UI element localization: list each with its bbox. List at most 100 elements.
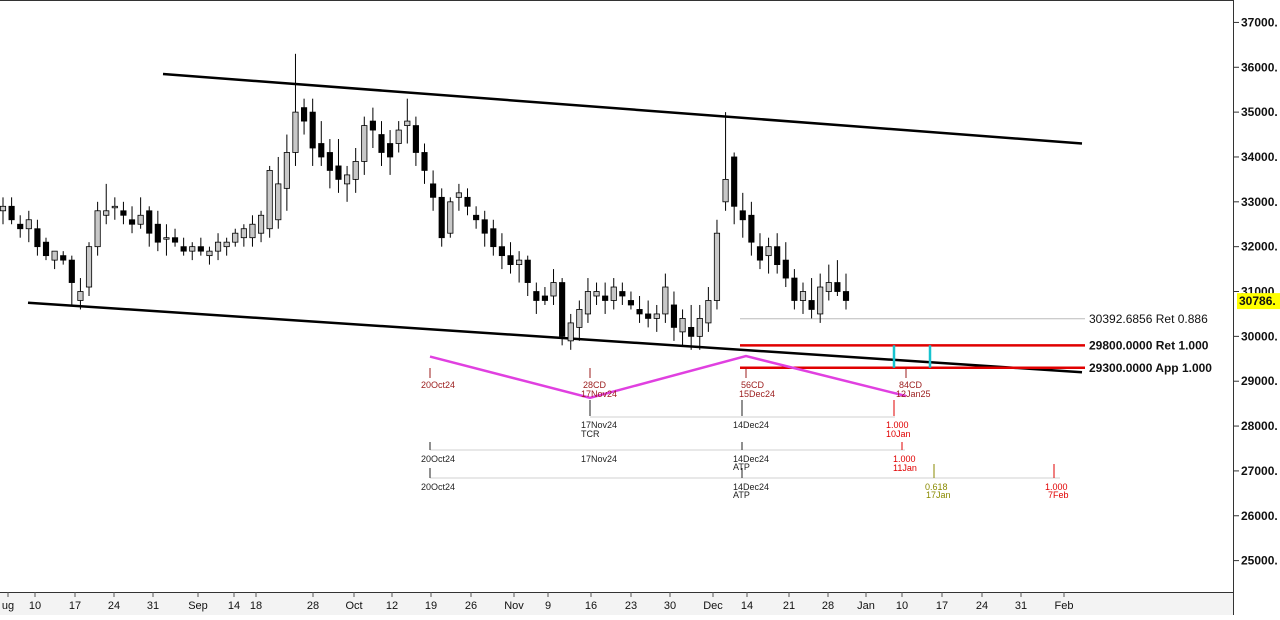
candle-body xyxy=(842,291,850,301)
candle xyxy=(137,197,144,229)
candle-body xyxy=(481,219,488,234)
candle-body xyxy=(817,286,824,315)
y-tick-label: 28000. xyxy=(1241,419,1278,433)
candle-body xyxy=(739,210,746,221)
x-tick-label: 24 xyxy=(976,600,988,612)
candle xyxy=(232,228,239,247)
candle-body xyxy=(232,232,239,243)
candle-body xyxy=(567,322,574,342)
candle xyxy=(154,210,161,252)
candle xyxy=(335,139,342,193)
candle-body xyxy=(430,183,437,198)
candle-body xyxy=(713,232,721,301)
candle xyxy=(713,219,721,310)
candle xyxy=(473,206,480,229)
cycle-annotation: 20Oct24 xyxy=(421,482,455,492)
cycle-annotation: 17Jan xyxy=(926,490,951,500)
candle xyxy=(636,296,643,323)
candle xyxy=(817,273,824,323)
candle xyxy=(128,206,136,234)
candle-body xyxy=(490,228,497,248)
candle xyxy=(438,188,445,247)
x-tick-label: 26 xyxy=(465,600,477,612)
candle xyxy=(774,233,781,274)
candle-body xyxy=(0,205,7,212)
candle xyxy=(541,287,548,305)
candle-body xyxy=(559,282,566,337)
candle-body xyxy=(524,259,531,283)
last-price-badge xyxy=(1237,293,1280,310)
cycle-annotation: 11Jan xyxy=(893,463,917,473)
candle xyxy=(653,304,660,332)
candle xyxy=(731,152,738,225)
y-tick-label: 32000. xyxy=(1241,240,1278,254)
x-tick-label: 23 xyxy=(625,600,637,612)
candle-body xyxy=(266,170,273,230)
y-tick-label: 37000. xyxy=(1241,15,1278,29)
cycle-annotation: 14Dec24 xyxy=(733,420,769,430)
candle xyxy=(326,139,333,189)
candle-body xyxy=(275,183,282,221)
x-tick-label: 14 xyxy=(741,600,753,612)
candle xyxy=(266,165,273,238)
candle xyxy=(412,116,419,166)
candle xyxy=(739,192,746,238)
x-tick-label: Sep xyxy=(188,600,208,612)
candle-body xyxy=(180,246,187,252)
candle xyxy=(214,233,222,261)
candle xyxy=(627,291,635,310)
cycle-annotation: 14Dec24 xyxy=(733,482,769,492)
x-tick-label: 30 xyxy=(664,600,676,612)
candle-body xyxy=(60,255,67,261)
candle-body xyxy=(120,210,127,216)
x-tick-label: 19 xyxy=(425,600,437,612)
candle-body xyxy=(146,210,153,234)
candle-body xyxy=(645,313,652,319)
candle xyxy=(51,250,58,270)
candle-body xyxy=(533,291,540,301)
candle-body xyxy=(154,223,161,243)
candle xyxy=(103,183,110,225)
candle-body xyxy=(257,214,265,234)
candle xyxy=(584,278,592,323)
candle-body xyxy=(653,313,660,319)
candle xyxy=(68,255,75,305)
trendline-lower-channel xyxy=(27,301,1083,374)
candle-body xyxy=(516,259,523,266)
candle xyxy=(301,98,308,135)
candle xyxy=(447,197,454,238)
candle-body xyxy=(756,246,764,261)
level-label: 30392.6856 Ret 0.886 xyxy=(1089,312,1208,326)
y-tick-label: 36000. xyxy=(1241,60,1278,74)
candle-body xyxy=(679,318,686,333)
candle xyxy=(378,121,385,166)
cycle-annotation: 0.618 xyxy=(925,482,948,492)
candle xyxy=(619,282,626,305)
candle xyxy=(34,219,41,256)
candle xyxy=(610,278,617,310)
candle xyxy=(395,121,402,153)
candle-body xyxy=(447,201,454,234)
candle-body xyxy=(834,282,841,292)
candle-body xyxy=(455,192,462,198)
candle-body xyxy=(171,237,179,243)
cycle-annotation: 56CD xyxy=(741,380,765,390)
candle xyxy=(197,237,204,256)
candle-body xyxy=(576,309,583,328)
x-tick-label: 17 xyxy=(936,600,948,612)
x-tick-label: Oct xyxy=(345,600,362,612)
cycle-annotation: 10Jan xyxy=(886,429,911,439)
x-tick-label: Jan xyxy=(857,600,875,612)
candle-body xyxy=(309,111,316,149)
candle-body xyxy=(636,309,643,315)
pattern-zigzag xyxy=(429,354,907,400)
candle-body xyxy=(808,300,815,310)
candle xyxy=(645,300,652,328)
x-tick-label: 16 xyxy=(585,600,597,612)
candle-body xyxy=(318,143,325,158)
candle xyxy=(421,143,428,184)
candle-body xyxy=(748,214,755,243)
candle xyxy=(275,156,282,229)
candle xyxy=(25,210,32,243)
x-tick-label: 18 xyxy=(250,600,262,612)
